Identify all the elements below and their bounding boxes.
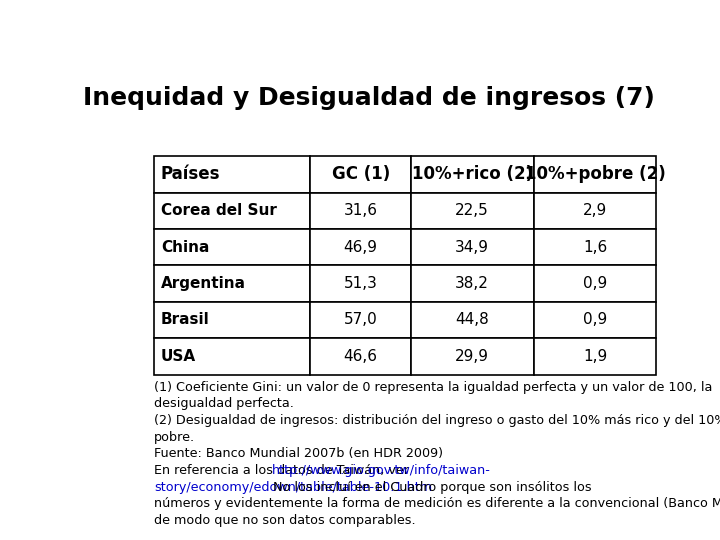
- Bar: [534, 156, 657, 193]
- Bar: [534, 229, 657, 266]
- Bar: [534, 193, 657, 229]
- Text: 10%+rico (2): 10%+rico (2): [412, 165, 533, 184]
- Bar: [411, 193, 534, 229]
- Text: pobre.: pobre.: [154, 431, 195, 444]
- Text: números y evidentemente la forma de medición es diferente a la convencional (Ban: números y evidentemente la forma de medi…: [154, 497, 720, 510]
- Text: China: China: [161, 240, 210, 255]
- Text: de modo que no son datos comparables.: de modo que no son datos comparables.: [154, 514, 415, 527]
- Text: No los incluí en el Cuadro porque son insólitos los: No los incluí en el Cuadro porque son in…: [269, 481, 592, 494]
- Bar: [534, 302, 657, 338]
- Text: Países: Países: [161, 165, 220, 184]
- Text: Brasil: Brasil: [161, 313, 210, 327]
- Text: Inequidad y Desigualdad de ingresos (7): Inequidad y Desigualdad de ingresos (7): [83, 85, 655, 110]
- Text: 10%+pobre (2): 10%+pobre (2): [525, 165, 665, 184]
- Text: Argentina: Argentina: [161, 276, 246, 291]
- Text: http://www.gio.gov.tw/info/taiwan-: http://www.gio.gov.tw/info/taiwan-: [272, 464, 491, 477]
- Bar: [310, 229, 411, 266]
- Bar: [310, 302, 411, 338]
- Bar: [310, 266, 411, 302]
- Text: GC (1): GC (1): [331, 165, 390, 184]
- Text: 46,6: 46,6: [343, 349, 377, 364]
- Bar: [310, 156, 411, 193]
- Text: 0,9: 0,9: [583, 276, 607, 291]
- Text: En referencia a los datos de Taiwán, ver: En referencia a los datos de Taiwán, ver: [154, 464, 413, 477]
- Text: 31,6: 31,6: [343, 204, 377, 218]
- Text: 46,9: 46,9: [343, 240, 377, 255]
- Text: 1,6: 1,6: [583, 240, 607, 255]
- Text: 44,8: 44,8: [455, 313, 489, 327]
- Text: 29,9: 29,9: [455, 349, 489, 364]
- Bar: [534, 338, 657, 375]
- Text: 22,5: 22,5: [455, 204, 489, 218]
- Text: 34,9: 34,9: [455, 240, 489, 255]
- Bar: [534, 266, 657, 302]
- Text: desigualdad perfecta.: desigualdad perfecta.: [154, 397, 294, 410]
- Text: USA: USA: [161, 349, 196, 364]
- Bar: [310, 193, 411, 229]
- Text: (2) Desigualdad de ingresos: distribución del ingreso o gasto del 10% más rico y: (2) Desigualdad de ingresos: distribució…: [154, 414, 720, 427]
- Text: 57,0: 57,0: [343, 313, 377, 327]
- Text: 1,9: 1,9: [583, 349, 607, 364]
- Text: story/economy/edown/table/table-10.1.htm: story/economy/edown/table/table-10.1.htm: [154, 481, 432, 494]
- Bar: [154, 338, 310, 375]
- Bar: [411, 338, 534, 375]
- Bar: [411, 229, 534, 266]
- Bar: [411, 156, 534, 193]
- Bar: [154, 266, 310, 302]
- Bar: [310, 338, 411, 375]
- Text: (1) Coeficiente Gini: un valor de 0 representa la igualdad perfecta y un valor d: (1) Coeficiente Gini: un valor de 0 repr…: [154, 381, 713, 394]
- Text: Fuente: Banco Mundial 2007b (en HDR 2009): Fuente: Banco Mundial 2007b (en HDR 2009…: [154, 447, 444, 460]
- Text: 51,3: 51,3: [343, 276, 377, 291]
- Text: 38,2: 38,2: [455, 276, 489, 291]
- Bar: [154, 302, 310, 338]
- Bar: [154, 229, 310, 266]
- Bar: [411, 266, 534, 302]
- Text: 2,9: 2,9: [583, 204, 607, 218]
- Bar: [411, 302, 534, 338]
- Bar: [154, 156, 310, 193]
- Text: Corea del Sur: Corea del Sur: [161, 204, 276, 218]
- Text: 0,9: 0,9: [583, 313, 607, 327]
- Bar: [154, 193, 310, 229]
